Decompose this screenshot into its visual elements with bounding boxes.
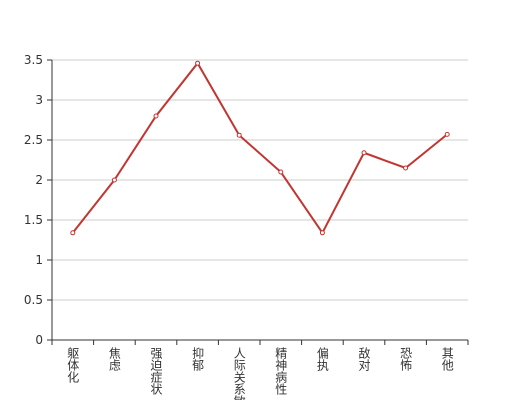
x-tick-label: 躯体化 bbox=[66, 346, 80, 384]
data-point bbox=[153, 113, 159, 119]
y-tick-label: 1 bbox=[35, 253, 43, 267]
x-tick-label: 其他 bbox=[440, 347, 454, 371]
y-tick-label: 3 bbox=[35, 93, 43, 107]
x-tick-label: 敌对 bbox=[357, 346, 371, 371]
y-tick-label: 2 bbox=[35, 173, 43, 187]
data-point bbox=[195, 60, 201, 66]
y-tick-label: 1.5 bbox=[24, 213, 43, 227]
y-tick-label: 0 bbox=[35, 333, 43, 347]
x-tick-label: 人际关系敏感 bbox=[232, 347, 246, 400]
y-tick-label: 3.5 bbox=[24, 53, 43, 67]
data-point bbox=[236, 132, 242, 138]
x-tick-label: 恐怖 bbox=[399, 347, 413, 371]
data-point bbox=[278, 169, 284, 175]
x-tick-label: 精神病性 bbox=[274, 347, 288, 396]
data-point bbox=[403, 165, 409, 171]
y-tick-label: 2.5 bbox=[24, 133, 43, 147]
y-tick-label: 0.5 bbox=[24, 293, 43, 307]
x-tick-label: 偏执 bbox=[315, 346, 329, 372]
data-point bbox=[319, 230, 325, 236]
data-point bbox=[361, 150, 367, 156]
x-tick-label: 强迫症状 bbox=[149, 347, 163, 395]
data-point bbox=[70, 230, 76, 236]
data-point bbox=[111, 177, 117, 183]
data-point bbox=[444, 131, 450, 137]
x-tick-label: 焦虑 bbox=[107, 347, 121, 371]
x-tick-label: 抑郁 bbox=[191, 346, 205, 372]
data-line bbox=[72, 61, 448, 235]
